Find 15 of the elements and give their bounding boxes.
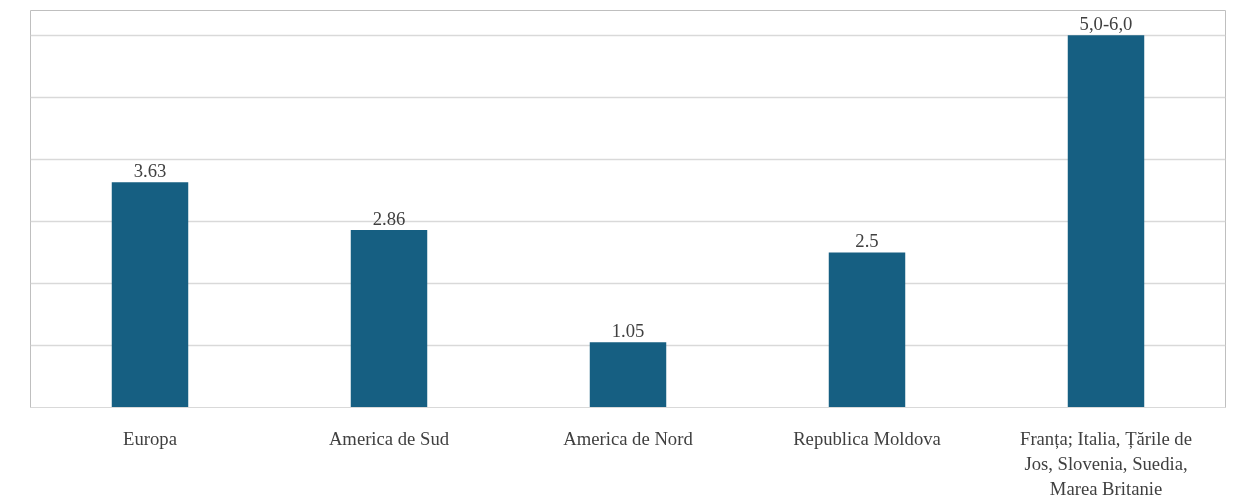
x-tick-label: Republica Moldova	[793, 427, 942, 449]
data-label: 1.05	[611, 320, 645, 342]
x-tick-label: America de Sud	[328, 427, 450, 449]
data-label: 2.86	[372, 208, 406, 230]
bar	[350, 230, 428, 408]
x-tick-label: Europa	[123, 427, 178, 449]
x-tick-label: Franța; Italia, Țările de Jos, Slovenia, Suedia, Marea Britanie	[1020, 427, 1192, 499]
bar	[589, 342, 667, 408]
data-label: 3.63	[133, 160, 167, 182]
x-tick-label: America de Nord	[563, 427, 694, 449]
bar	[1067, 35, 1145, 408]
bar	[111, 182, 189, 408]
data-label: 5,0-6,0	[1079, 13, 1133, 35]
bar	[828, 252, 906, 408]
data-label: 2.5	[855, 230, 879, 252]
